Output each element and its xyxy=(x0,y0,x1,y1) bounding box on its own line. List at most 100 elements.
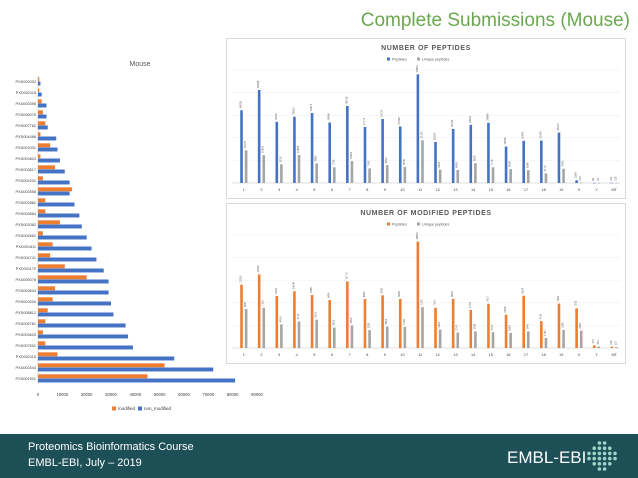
logo-dot xyxy=(608,451,612,456)
modified-bar-peptides xyxy=(557,303,561,348)
peptides-data-label: 6626 xyxy=(437,161,441,167)
mouse-bar-modified xyxy=(38,143,51,148)
mouse-bar-non-modified xyxy=(38,92,42,97)
modified-x-tick-label: 3 xyxy=(278,353,280,357)
modified-bar-unique xyxy=(297,321,301,348)
modified-data-label: 226 xyxy=(609,340,613,345)
peptides-bar-peptides xyxy=(416,74,420,183)
modified-bar-unique xyxy=(527,331,530,348)
modified-bar-peptides xyxy=(434,307,437,348)
logo-dot xyxy=(602,456,607,461)
embl-ebi-logo-text: EMBL-EBI xyxy=(507,448,587,467)
modified-data-label: 6897 xyxy=(243,301,247,307)
peptides-legend-swatch-peptides xyxy=(387,57,390,61)
modified-bar-unique xyxy=(403,326,407,348)
peptides-bar-peptides xyxy=(451,128,455,183)
modified-x-tick-label: 14 xyxy=(471,353,475,357)
mouse-category-label: PXD007762 xyxy=(16,124,36,128)
modified-x-tick-label: 15 xyxy=(489,353,493,357)
modified-bar-unique xyxy=(579,330,583,348)
modified-bar-unique xyxy=(333,327,336,348)
modified-data-label: 2934 xyxy=(472,323,476,329)
mouse-bar-non-modified xyxy=(38,246,92,251)
mouse-bar-non-modified xyxy=(38,191,70,196)
modified-x-tick-label: Y xyxy=(595,353,598,357)
modified-data-label: 3161 xyxy=(367,322,371,328)
modified-data-label: 8696 xyxy=(397,291,401,297)
peptides-data-label: 10862 xyxy=(349,151,353,159)
mouse-bar-modified xyxy=(38,198,46,203)
logo-dot xyxy=(597,441,602,445)
modified-data-label: 7860 xyxy=(556,295,560,301)
peptides-bar-unique xyxy=(474,163,477,183)
peptides-data-label: 7241 xyxy=(367,160,371,166)
modified-data-label: 6743 xyxy=(468,302,472,308)
peptides-bar-peptides xyxy=(610,182,614,184)
peptides-data-label: 34673 xyxy=(309,103,313,111)
mouse-bar-non-modified xyxy=(38,158,60,163)
peptides-bar-unique xyxy=(579,182,583,184)
peptides-x-tick-label: 7 xyxy=(349,188,351,192)
mouse-bar-modified xyxy=(38,88,40,93)
peptides-x-tick-label: 14 xyxy=(471,188,475,192)
mouse-bar-non-modified xyxy=(38,125,48,130)
mouse-bar-non-modified xyxy=(38,180,70,185)
mouse-category-label: PXD001170 xyxy=(16,267,36,271)
mouse-bar-non-modified xyxy=(38,334,129,339)
mouse-bar-modified xyxy=(38,330,43,335)
peptides-data-label: 29864 xyxy=(485,113,489,121)
mouse-category-label: PXD004662 xyxy=(16,234,36,238)
modified-legend-label-unique: Unique peptides xyxy=(422,223,450,227)
modified-data-label: 5012 xyxy=(314,311,318,317)
mouse-bar-non-modified xyxy=(38,136,57,141)
modified-data-label: 4751 xyxy=(538,313,542,319)
peptides-bar-unique xyxy=(280,164,283,183)
mouse-category-label: PXD003331 xyxy=(16,146,36,150)
mouse-legend-swatch-non-modified xyxy=(138,406,142,411)
modified-x-tick-label: 9 xyxy=(384,353,386,357)
peptides-data-label: 20903 xyxy=(521,131,525,139)
mouse-bar-modified xyxy=(38,242,53,247)
mouse-category-label: PXD003625 xyxy=(16,333,36,337)
modified-data-label: 9233 xyxy=(274,288,278,294)
modified-bar-unique xyxy=(244,309,248,348)
mouse-legend-label-modified: modified xyxy=(118,406,136,411)
peptides-data-label: 30307 xyxy=(274,112,278,120)
mouse-bar-non-modified xyxy=(38,81,41,86)
modified-x-tick-label: 2 xyxy=(260,353,262,357)
peptides-data-label: 36038 xyxy=(239,101,243,109)
peptides-data-label: 18095 xyxy=(503,137,507,145)
peptides-x-tick-label: 5 xyxy=(313,188,315,192)
logo-dot xyxy=(602,446,607,450)
modified-bar-peptides xyxy=(592,345,596,348)
modified-data-label: 2941 xyxy=(525,323,529,329)
mouse-bar-modified xyxy=(38,341,46,346)
modified-bar-peptides xyxy=(504,314,508,348)
logo-dot xyxy=(592,456,596,461)
peptides-bar-peptides xyxy=(381,118,384,183)
peptides-data-label: 38218 xyxy=(344,96,348,104)
modified-x-tick-label: 16 xyxy=(506,353,510,357)
modified-x-tick-label: 6 xyxy=(331,353,333,357)
modified-bar-peptides xyxy=(240,284,243,348)
modified-bar-peptides xyxy=(275,295,279,348)
peptides-data-label: 9276 xyxy=(278,156,282,162)
mouse-bar-non-modified xyxy=(38,268,104,273)
modified-bar-unique xyxy=(315,319,318,348)
mouse-category-label: PXD004741 xyxy=(16,256,36,260)
peptides-data-label: 32853 xyxy=(291,107,295,115)
modified-x-tick-label: X xyxy=(578,353,581,357)
modified-data-label: 10049 xyxy=(291,281,295,289)
mouse-bar-modified xyxy=(38,77,40,82)
peptides-data-label: 27968 xyxy=(397,117,401,125)
peptides-data-label: 29984 xyxy=(327,113,331,121)
logo-dot xyxy=(597,462,602,466)
peptides-data-label: 9826 xyxy=(472,155,476,161)
peptides-chart-svg: NUMBER OF PEPTIDES Peptides Unique peptide… xyxy=(226,38,626,199)
peptides-bar-unique xyxy=(297,155,301,183)
modified-data-label: 11200 xyxy=(239,275,243,283)
mouse-bar-modified xyxy=(38,176,43,181)
mouse-x-tick-label: 10000 xyxy=(57,392,69,397)
mouse-bar-modified xyxy=(38,165,56,170)
mouse-bar-non-modified xyxy=(38,114,47,119)
